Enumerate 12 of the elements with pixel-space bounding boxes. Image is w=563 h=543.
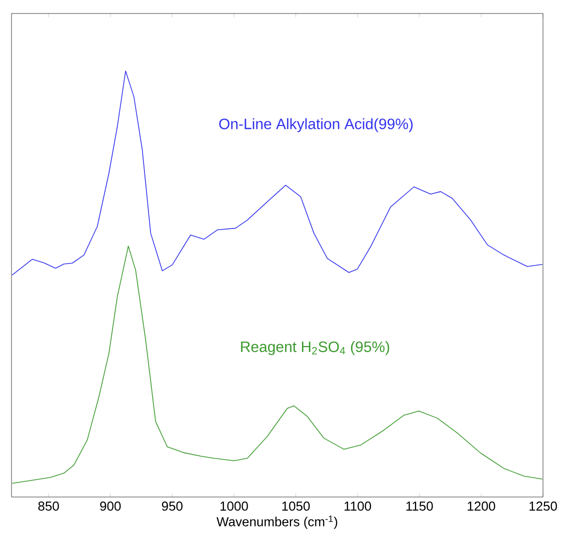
- x-tick-label: 1050: [282, 502, 310, 511]
- x-tick-label: 1100: [344, 502, 372, 511]
- x-tick-label: 1200: [468, 502, 496, 511]
- x-tick-label: 850: [38, 502, 59, 511]
- x-tick-label: 900: [100, 502, 121, 511]
- x-tick-label: 1150: [406, 502, 433, 511]
- x-tick-label: 950: [162, 502, 183, 511]
- x-tick-label: 1250: [530, 502, 557, 511]
- x-axis-title: Wavenumbers (cm$^{-1}$): [216, 516, 338, 529]
- text: On-Line Alkylation Acid(99%): [219, 118, 413, 132]
- text: Reagent H$_{2}$SO$_{4}$ (95%): [241, 341, 390, 356]
- x-tick-label: 1000: [220, 502, 248, 511]
